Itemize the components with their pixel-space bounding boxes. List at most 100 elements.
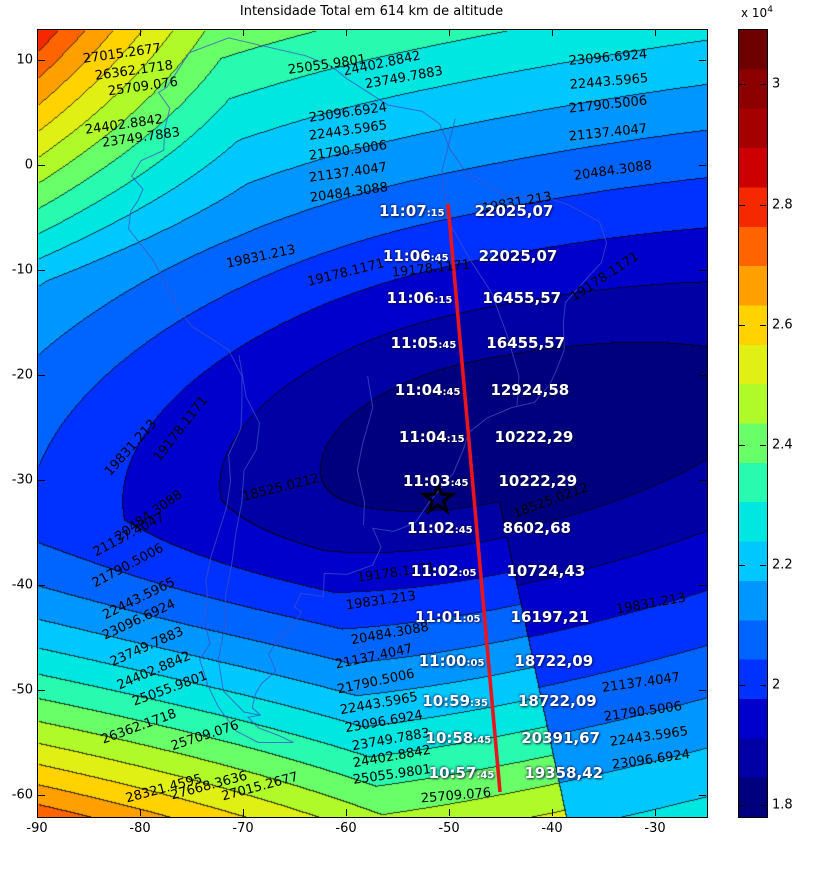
map-overlay <box>128 37 608 793</box>
axis-tick-mark <box>346 809 347 816</box>
contour-value-label: 21790.5006 <box>603 699 683 725</box>
contour-value-label: 19178.1171 <box>306 256 386 290</box>
track-intensity-label: 10222,29 <box>494 428 574 446</box>
axis-tick-mark <box>38 165 45 166</box>
contour-value-label: 19831.213 <box>225 242 297 272</box>
axis-tick-mark <box>552 809 553 816</box>
track-intensity-label: 18722,09 <box>517 692 597 710</box>
satellite-track-line <box>446 203 502 793</box>
colorbar-tick-mark <box>739 325 745 326</box>
colorbar-tick-mark <box>739 565 745 566</box>
x-tick-label: -40 <box>541 821 563 836</box>
y-tick-label: -10 <box>11 262 33 278</box>
track-time-label: 10:59:35 <box>422 692 488 710</box>
axis-tick-mark <box>38 690 45 691</box>
axis-tick-mark <box>140 809 141 816</box>
track-time-label: 11:02:05 <box>410 562 477 580</box>
y-tick-label: -60 <box>11 787 33 803</box>
track-intensity-label: 8602,68 <box>502 519 571 537</box>
axis-tick-mark <box>243 809 244 816</box>
y-tick-label: 0 <box>24 157 33 173</box>
track-intensity-label: 10222,29 <box>498 472 578 490</box>
x-tick-label: -80 <box>129 821 151 836</box>
axis-tick-mark <box>699 270 706 271</box>
axis-tick-mark <box>699 375 706 376</box>
colorbar-tick-mark <box>760 565 766 566</box>
track-time-label: 10:57:45 <box>428 764 495 782</box>
axis-tick-mark <box>38 375 45 376</box>
track-time-label: 11:03:45 <box>402 472 469 490</box>
track-intensity-label: 16455,57 <box>482 289 562 307</box>
contour-value-label: 19831.213 <box>345 588 417 614</box>
contour-value-label: 22443.5965 <box>569 71 649 93</box>
track-time-label: 11:06:45 <box>382 247 449 265</box>
contour-value-label: 21137.4047 <box>568 121 648 145</box>
axis-tick-mark <box>552 29 553 36</box>
axis-tick-mark <box>699 480 706 481</box>
track-intensity-label: 18722,09 <box>514 652 594 670</box>
axis-tick-mark <box>38 480 45 481</box>
contour-value-label: 21137.4047 <box>601 670 681 696</box>
coastline <box>441 118 520 406</box>
colorbar-tick-label: 2.4 <box>772 437 793 453</box>
axis-tick-mark <box>38 585 45 586</box>
axis-tick-mark <box>38 795 45 796</box>
axis-tick-mark <box>38 60 45 61</box>
colorbar-tick-label: 3 <box>772 76 781 92</box>
track-time-label: 11:02:45 <box>406 519 473 537</box>
y-tick-label: -40 <box>11 577 33 593</box>
contour-value-label: 19178.1171 <box>150 393 212 465</box>
axis-tick-mark <box>699 690 706 691</box>
colorbar-tick-mark <box>760 445 766 446</box>
contour-label-layer: 27015.2677 26362.1718 25709.076 24402.8842 2… <box>38 30 707 817</box>
colorbar <box>738 29 768 818</box>
colorbar-tick-mark <box>739 805 745 806</box>
axis-tick-mark <box>699 585 706 586</box>
axis-tick-mark <box>699 165 706 166</box>
colorbar-tick-mark <box>760 685 766 686</box>
axis-tick-mark <box>37 809 38 816</box>
contour-value-label: 23096.6924 <box>611 747 691 773</box>
contour-value-label: 23096.6924 <box>568 47 648 69</box>
x-tick-label: -90 <box>26 821 48 836</box>
track-time-label: 11:01:05 <box>414 608 481 626</box>
track-intensity-label: 20391,67 <box>521 729 600 747</box>
track-intensity-label: 12924,58 <box>490 381 570 399</box>
track-time-label: 11:07:15 <box>378 202 445 220</box>
track-intensity-label: 19358,42 <box>524 764 604 782</box>
chart-title: Intensidade Total em 614 km de altitude <box>239 4 504 19</box>
colorbar-tick-mark <box>760 205 766 206</box>
axis-tick-mark <box>449 29 450 36</box>
track-time-label: 10:58:45 <box>425 729 492 747</box>
track-time-label: 11:05:45 <box>390 334 457 352</box>
y-tick-label: -50 <box>11 682 33 698</box>
star-marker <box>419 479 457 516</box>
contour-plot-area: 27015.2677 26362.1718 25709.076 24402.8842 2… <box>37 29 708 818</box>
track-intensity-label: 22025,07 <box>478 247 558 265</box>
contour-value-label: 21790.5006 <box>568 93 648 117</box>
axis-tick-mark <box>699 795 706 796</box>
track-intensity-label: 22025,07 <box>474 202 554 220</box>
contour-value-label: 22443.5965 <box>609 724 689 750</box>
colorbar-exponent-label: x 104 <box>741 5 773 20</box>
contour-value-label: 19178.1171 <box>567 249 643 305</box>
colorbar-tick-label: 2.8 <box>772 197 793 213</box>
colorbar-tick-label: 1.8 <box>772 797 793 813</box>
colorbar-tick-label: 2.6 <box>772 317 793 333</box>
track-intensity-label: 16197,21 <box>510 608 590 626</box>
contour-value-label: 19831.213 <box>615 590 687 618</box>
axis-tick-mark <box>346 29 347 36</box>
coastline <box>356 375 374 526</box>
y-tick-label: -20 <box>11 367 33 383</box>
colorbar-tick-label: 2.2 <box>772 557 793 573</box>
axis-tick-mark <box>38 270 45 271</box>
colorbar-tick-mark <box>739 445 745 446</box>
contour-value-label: 19831.213 <box>101 416 161 480</box>
x-tick-label: -50 <box>438 821 460 836</box>
colorbar-tick-mark <box>760 805 766 806</box>
x-tick-label: -60 <box>335 821 357 836</box>
axis-tick-mark <box>655 809 656 816</box>
axis-tick-mark <box>37 29 38 36</box>
coastline <box>217 354 261 716</box>
